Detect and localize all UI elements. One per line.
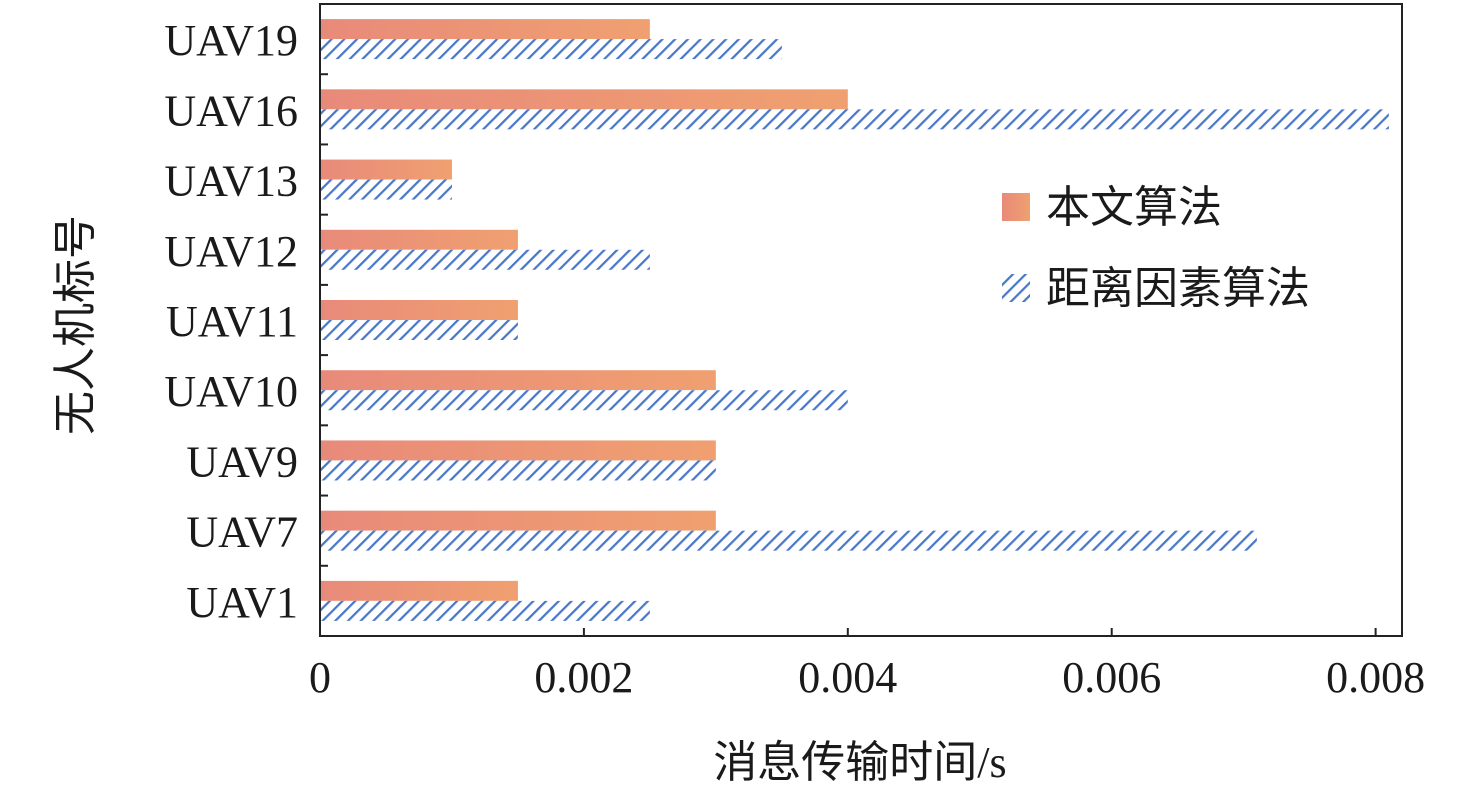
bar-uav11-series-2	[320, 320, 518, 340]
bar-uav1-series-2	[320, 600, 650, 621]
bar-uav10-series-1	[320, 370, 716, 391]
y-tick-label: UAV11	[166, 297, 298, 346]
x-tick-label: 0	[309, 653, 331, 702]
bar-uav7-series-2	[320, 530, 1257, 551]
y-tick-label: UAV9	[186, 437, 298, 486]
y-tick-label: UAV19	[164, 16, 298, 65]
legend-label-series-1: 本文算法	[1046, 183, 1222, 232]
bar-uav19-series-2	[320, 39, 782, 60]
plot-frame	[319, 3, 1403, 637]
x-tick-label: 0.002	[534, 653, 633, 702]
x-tick-label: 0.006	[1062, 653, 1161, 702]
y-tick-label: UAV7	[186, 508, 298, 557]
y-tick-label: UAV1	[186, 578, 298, 627]
x-axis-title: 消息传输时间/s	[713, 738, 1006, 787]
bar-uav16-series-1	[320, 89, 848, 110]
y-tick-label: UAV12	[164, 227, 298, 276]
y-tick-label: UAV10	[164, 367, 298, 416]
legend-swatch-series-2	[1002, 274, 1030, 302]
x-tick-label: 0.004	[798, 653, 897, 702]
bar-uav12-series-1	[320, 229, 518, 250]
legend: 本文算法 距离因素算法	[1002, 183, 1310, 313]
bar-uav13-series-1	[320, 159, 452, 180]
x-tick-label: 0.008	[1326, 653, 1425, 702]
bar-uav16-series-2	[320, 109, 1389, 130]
bar-uav9-series-1	[320, 440, 716, 461]
bar-uav11-series-1	[320, 300, 518, 320]
legend-label-series-2: 距离因素算法	[1046, 264, 1310, 313]
legend-swatch-series-1	[1002, 193, 1030, 221]
bar-uav10-series-2	[320, 390, 848, 411]
y-tick-label: UAV13	[164, 157, 298, 206]
bar-uav19-series-1	[320, 19, 650, 40]
bar-uav13-series-2	[320, 179, 452, 200]
bar-uav12-series-2	[320, 249, 650, 270]
bar-uav9-series-2	[320, 460, 716, 481]
y-axis-title: 无人机标号	[51, 215, 100, 435]
bar-uav1-series-1	[320, 580, 518, 601]
bar-uav7-series-1	[320, 510, 716, 531]
y-tick-label: UAV16	[164, 86, 298, 135]
